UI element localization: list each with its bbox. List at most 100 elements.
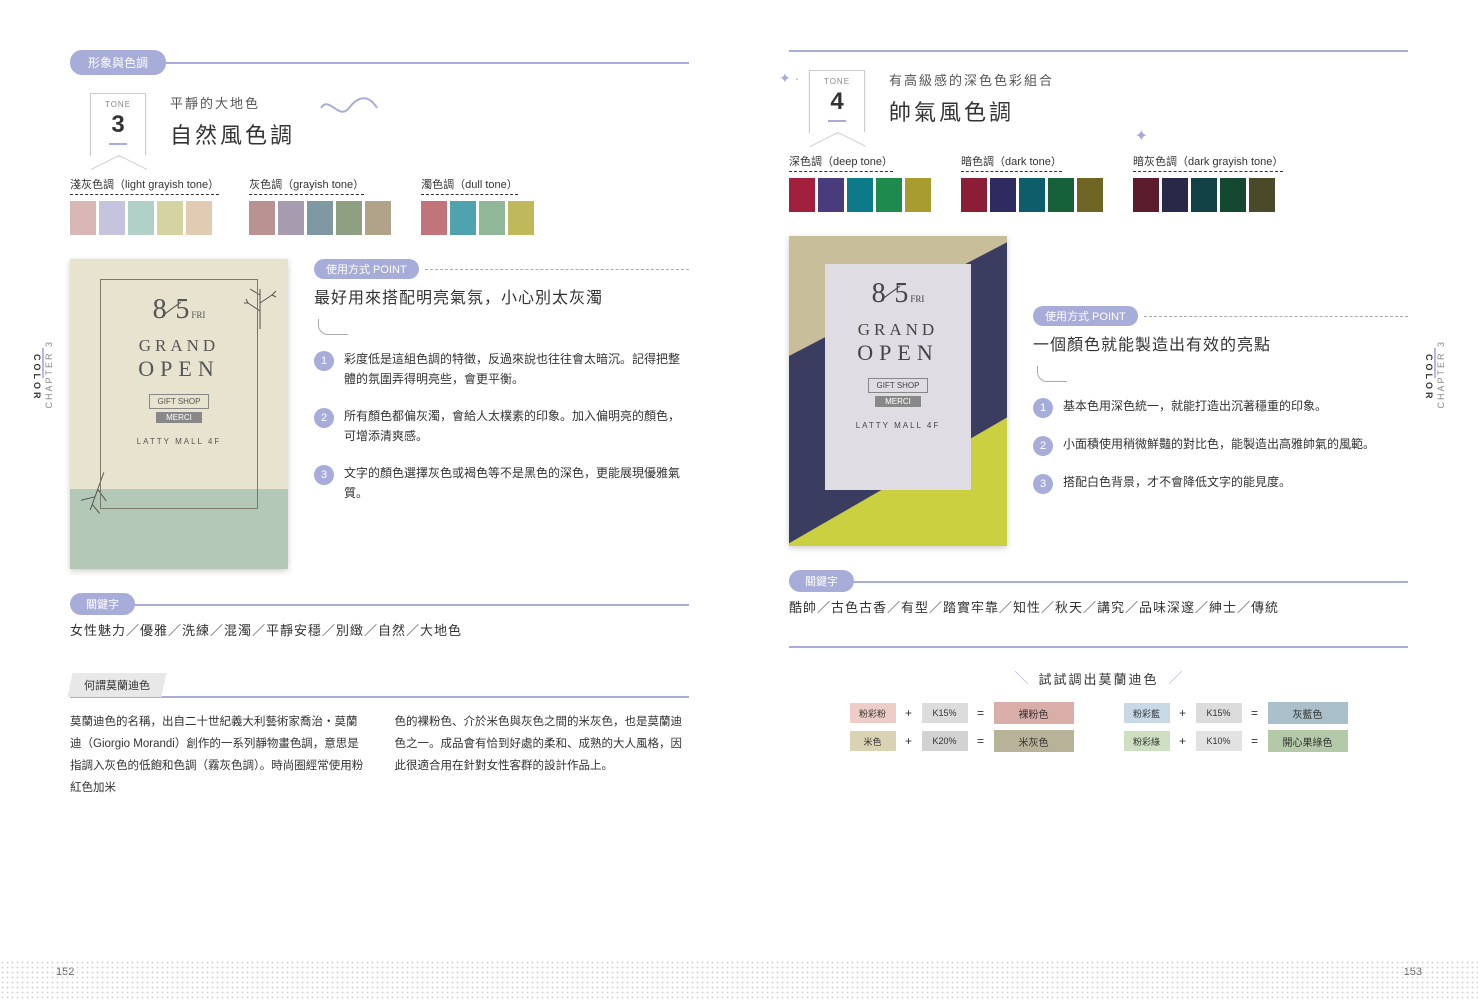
point-title: 最好用來搭配明亮氣氛，小心別太灰濁 [314, 287, 689, 311]
color-swatch [278, 201, 304, 235]
color-chip: 開心果綠色 [1268, 730, 1348, 752]
color-swatch [70, 201, 96, 235]
card-mall: LATTY MALL 4F [109, 437, 249, 446]
chapter-label: CHAPTER 3 [44, 340, 54, 409]
date-fri: FRI [191, 310, 205, 320]
card-gift: GIFT SHOP [868, 378, 929, 393]
morandi-section: 何謂莫蘭迪色 莫蘭迪色的名稱，出自二十世紀義大利藝術家喬治・莫蘭迪（Giorgi… [70, 673, 689, 799]
page-left: CHAPTER 3 COLOR 形象與色調 TONE 3 平靜的大地色 自然風色… [0, 0, 739, 1000]
color-swatch [847, 178, 873, 212]
color-swatch [128, 201, 154, 235]
point-item: 1 彩度低是這組色調的特徵，反過來說也往往會太暗沉。記得把整體的氛圍弄得明亮些，會… [314, 349, 689, 390]
swatch-title: 暗色調（dark tone） [961, 153, 1062, 172]
card-gift: GIFT SHOP [149, 394, 210, 409]
kw-badge: 關鍵字 [789, 570, 854, 592]
color-swatch [186, 201, 212, 235]
kw-line [70, 604, 689, 606]
sparkle-icon: ✦ [1135, 126, 1148, 146]
point-item: 2所有顏色都偏灰濁，會給人太樸素的印象。加入偏明亮的顏色，可增添清爽感。 [314, 406, 689, 447]
swatches [961, 178, 1103, 212]
brace [1037, 366, 1067, 382]
card-date: 8∕5FRI [109, 294, 249, 326]
color-swatch [99, 201, 125, 235]
point-text: 彩度低是這組色調的特徵，反過來說也往往會太暗沉。記得把整體的氛圍弄得明亮些，會更… [344, 349, 689, 390]
kw-text: 女性魅力／優雅／洗練／混濁／平靜安穩／別緻／自然／大地色 [70, 620, 689, 639]
brace [318, 319, 348, 335]
section-header: 形象與色調 [70, 50, 689, 75]
slash-icon: ／ [1169, 668, 1183, 688]
tone3-text: 平靜的大地色 自然風色調 [170, 93, 295, 150]
point-text: 搭配白色背景，才不會降低文字的能見度。 [1063, 472, 1291, 492]
color-label: COLOR [1424, 354, 1434, 409]
footer-dots [0, 960, 1478, 1000]
color-chip: 米灰色 [994, 730, 1074, 752]
swatch-title: 淺灰色調（light grayish tone） [70, 176, 219, 195]
card-line2: OPEN [833, 340, 963, 366]
dash-line [425, 269, 689, 270]
color-swatch [818, 178, 844, 212]
side-label-left: CHAPTER 3 COLOR [32, 340, 54, 409]
squiggle-icon [319, 93, 379, 123]
operator: = [974, 706, 988, 720]
card-merci: MERCI [156, 412, 202, 423]
tone-subtitle: 有高級感的深色色彩組合 [889, 70, 1054, 89]
section-header [789, 50, 1408, 52]
tone4-swatches: 深色調（deep tone） 暗色調（dark tone） 暗灰色調（dark gr… [789, 153, 1408, 212]
morandi-col2: 色的裸粉色、介於米色與灰色之間的米灰色，也是莫蘭迪色之一。成品會有恰到好處的柔和… [395, 712, 690, 799]
color-chip: K20% [922, 731, 968, 751]
card-line2: OPEN [109, 356, 249, 382]
color-swatch [1249, 178, 1275, 212]
operator: = [1248, 734, 1262, 748]
operator: + [902, 734, 916, 748]
tone3-points: 使用方式 POINT 最好用來搭配明亮氣氛，小心別太灰濁 1彩度低是這組色調的特… [314, 259, 689, 569]
color-swatch [990, 178, 1016, 212]
color-swatch [1133, 178, 1159, 212]
swatch-title: 深色調（deep tone） [789, 153, 893, 172]
color-swatch [1048, 178, 1074, 212]
swatch-group: 淺灰色調（light grayish tone） [70, 176, 219, 235]
point-item: 3文字的顏色選擇灰色或褐色等不是黑色的深色，更能展現優雅氣質。 [314, 463, 689, 504]
card-inner: 8∕5FRI GRAND OPEN GIFT SHOP MERCI LATTY … [825, 264, 971, 490]
morandi-tab: 何謂莫蘭迪色 [67, 673, 166, 697]
swatches [1133, 178, 1283, 212]
color-chip: 粉彩藍 [1124, 703, 1170, 723]
point-title: 一個顏色就能製造出有效的亮點 [1033, 334, 1408, 358]
point-number: 1 [314, 351, 334, 371]
tone4-points: 使用方式 POINT 一個顏色就能製造出有效的亮點 1基本色用深色統一，就能打造… [1033, 236, 1408, 546]
card-merci: MERCI [875, 396, 921, 407]
kw-text: 酷帥／古色古香／有型／踏實牢靠／知性／秋天／講究／品味深邃／紳士／傳統 [789, 597, 1408, 616]
header-badge: 形象與色調 [70, 50, 166, 75]
page-right: CHAPTER 3 COLOR ✦ · TONE 4 有高級感的深色色彩組合 帥… [739, 0, 1478, 1000]
chapter-label: CHAPTER 3 [1436, 340, 1446, 409]
mix-section: ＼ 試試調出莫蘭迪色 ／ 粉彩粉+K15%=裸粉色米色+K20%=米灰色粉彩藍+… [789, 646, 1408, 752]
color-swatch [1191, 178, 1217, 212]
point-text: 文字的顏色選擇灰色或褐色等不是黑色的深色，更能展現優雅氣質。 [344, 463, 689, 504]
tone4-keywords: 關鍵字 酷帥／古色古香／有型／踏實牢靠／知性／秋天／講究／品味深邃／紳士／傳統 [789, 570, 1408, 616]
tone3-ribbon: TONE 3 [90, 93, 146, 156]
color-swatch [905, 178, 931, 212]
tone3-keywords: 關鍵字 女性魅力／優雅／洗練／混濁／平靜安穩／別緻／自然／大地色 [70, 593, 689, 639]
mix-column: 粉彩粉+K15%=裸粉色米色+K20%=米灰色 [850, 702, 1074, 752]
color-swatch [961, 178, 987, 212]
point-item: 3搭配白色背景，才不會降低文字的能見度。 [1033, 472, 1408, 494]
color-swatch [249, 201, 275, 235]
point-number: 2 [314, 408, 334, 428]
card-line1: GRAND [833, 320, 963, 340]
swatch-group: 暗色調（dark tone） [961, 153, 1103, 212]
color-chip: 米色 [850, 731, 896, 751]
tone3-swatches: 淺灰色調（light grayish tone）灰色調（grayish tone… [70, 176, 689, 235]
mix-title-row: ＼ 試試調出莫蘭迪色 ／ [789, 668, 1408, 688]
header-line [166, 62, 689, 64]
mix-grid: 粉彩粉+K15%=裸粉色米色+K20%=米灰色粉彩藍+K15%=灰藍色粉彩綠+K… [789, 702, 1408, 752]
color-swatch [450, 201, 476, 235]
card-date: 8∕5FRI [833, 278, 963, 310]
tone-title: 帥氣風色調 [889, 95, 1054, 127]
operator: + [1176, 706, 1190, 720]
swatch-group: 暗灰色調（dark grayish tone） [1133, 153, 1283, 212]
swatch-group: 濁色調（dull tone） [421, 176, 534, 235]
tone4-card: 8∕5FRI GRAND OPEN GIFT SHOP MERCI LATTY … [789, 236, 1007, 546]
morandi-box: 莫蘭迪色的名稱，出自二十世紀義大利藝術家喬治・莫蘭迪（Giorgio Moran… [70, 696, 689, 799]
color-swatch [1019, 178, 1045, 212]
mix-column: 粉彩藍+K15%=灰藍色粉彩綠+K10%=開心果綠色 [1124, 702, 1348, 752]
color-chip: K15% [1196, 703, 1242, 723]
